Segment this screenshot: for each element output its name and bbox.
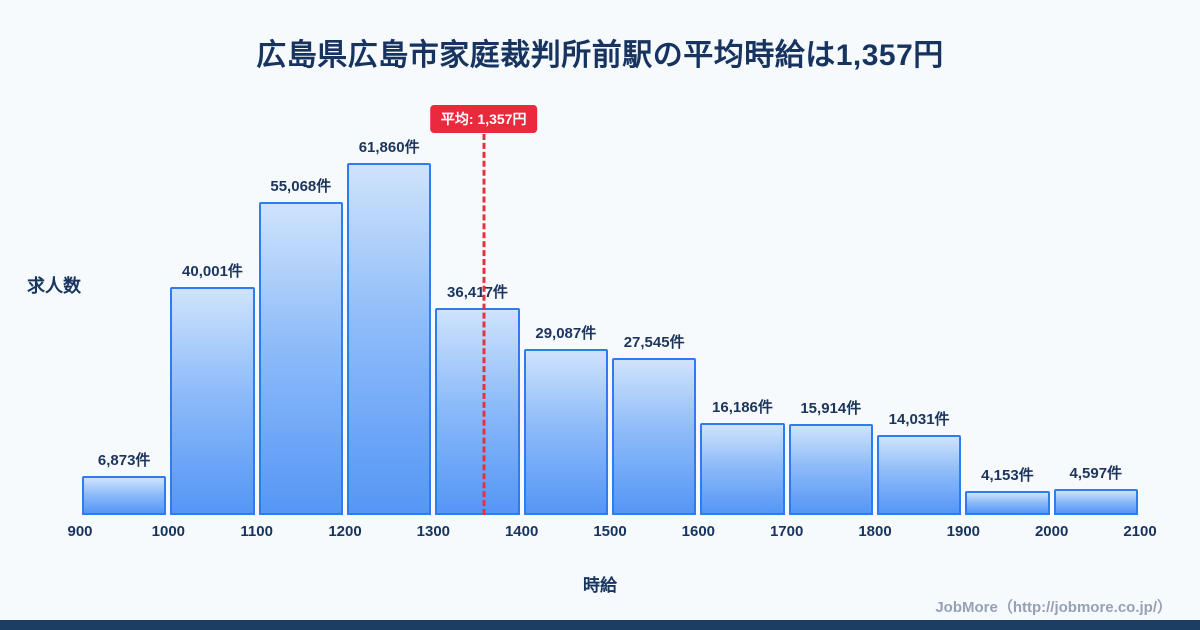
bar-value-label: 4,597件 xyxy=(1069,465,1123,482)
histogram-bar-group: 16,186件 xyxy=(698,396,786,515)
x-axis-tick: 1800 xyxy=(858,523,892,540)
x-axis-tick: 900 xyxy=(67,523,93,540)
x-axis-tick: 1100 xyxy=(240,523,273,540)
histogram-bar-group: 61,860件 xyxy=(345,136,433,515)
bar-value-label: 16,186件 xyxy=(712,399,773,416)
histogram-bar xyxy=(435,308,520,515)
histogram-bar xyxy=(346,163,432,515)
histogram-bar-group: 29,087件 xyxy=(522,322,610,515)
x-axis-tick: 2000 xyxy=(1034,523,1069,540)
histogram-bar xyxy=(523,349,608,515)
histogram-bar xyxy=(258,202,343,515)
histogram-bar xyxy=(876,435,962,515)
histogram-bar-group: 27,545件 xyxy=(610,331,698,515)
x-axis-tick: 1500 xyxy=(593,523,627,540)
bar-value-label: 29,087件 xyxy=(535,325,597,342)
x-axis-tick: 1400 xyxy=(504,523,539,540)
x-axis-ticks: 900 1000 1100 1200 1300 1400 1500 1600 1700 1800 1… xyxy=(67,523,1156,543)
bar-value-label: 14,031件 xyxy=(888,411,950,428)
histogram-bar xyxy=(1053,489,1138,515)
x-axis-label: 時給 xyxy=(583,576,617,595)
bar-value-label: 15,914件 xyxy=(800,400,862,417)
bar-value-label: 4,153件 xyxy=(981,467,1034,484)
bar-value-label: 40,001件 xyxy=(182,263,243,280)
histogram-bar xyxy=(170,287,255,515)
bottom-strip xyxy=(0,620,1200,630)
bar-value-label: 27,545件 xyxy=(623,334,685,351)
average-line xyxy=(482,134,486,515)
histogram-bar-group: 4,153件 xyxy=(963,464,1051,515)
bars-container: 6,873件 40,001件 55,068件 61,860件 36,417件 29,087… xyxy=(80,100,1140,515)
bar-value-label: 55,068件 xyxy=(270,178,332,195)
x-axis-tick: 2100 xyxy=(1123,523,1157,540)
histogram-bar xyxy=(788,424,873,515)
x-axis-tick: 1600 xyxy=(681,523,716,540)
x-axis-tick: 1000 xyxy=(151,523,186,540)
histogram-bar xyxy=(965,491,1050,515)
plot-area: 6,873件 40,001件 55,068件 61,860件 36,417件 29,087… xyxy=(80,100,1140,515)
histogram-bar-group: 40,001件 xyxy=(168,260,256,515)
bar-value-label: 61,860件 xyxy=(358,139,420,156)
histogram-bar-group: 14,031件 xyxy=(875,408,963,515)
footer-credit: JobMore（http://jobmore.co.jp/） xyxy=(935,599,1172,616)
histogram-bar-group: 15,914件 xyxy=(787,397,875,515)
x-axis-tick: 1900 xyxy=(946,523,981,540)
bar-value-label: 6,873件 xyxy=(97,452,151,469)
x-axis-tick: 1200 xyxy=(328,523,362,540)
histogram-bar xyxy=(700,423,785,515)
histogram-bar xyxy=(82,476,167,515)
x-axis-tick: 1300 xyxy=(416,523,451,540)
histogram-bar xyxy=(611,358,697,515)
histogram-bar-group: 4,597件 xyxy=(1052,462,1140,515)
x-axis-tick: 1700 xyxy=(769,523,804,540)
page-title: 広島県広島市家庭裁判所前駅の平均時給は1,357円 xyxy=(256,39,944,72)
bar-value-label: 36,417件 xyxy=(447,284,508,301)
histogram-bar-group: 36,417件 xyxy=(433,281,521,515)
y-axis-label: 求人数 xyxy=(27,276,81,296)
average-badge: 平均: 1,357円 xyxy=(429,105,538,133)
histogram-bar-group: 55,068件 xyxy=(257,175,345,515)
histogram-bar-group: 6,873件 xyxy=(80,449,168,515)
